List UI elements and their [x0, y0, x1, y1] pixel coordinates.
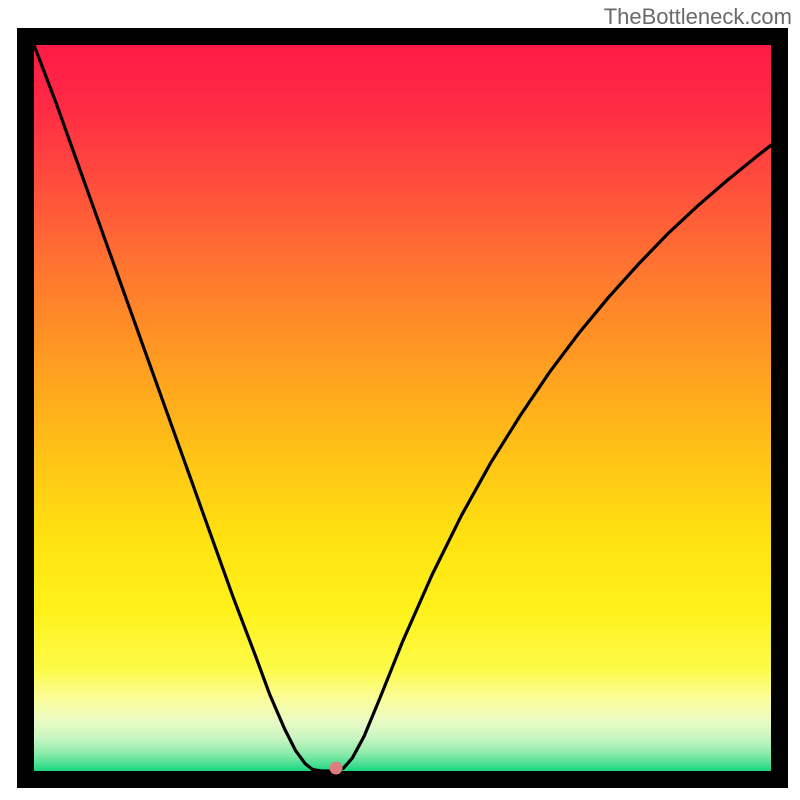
optimum-marker	[330, 762, 343, 775]
chart-container: TheBottleneck.com	[0, 0, 800, 800]
bottleneck-curve	[0, 0, 800, 800]
watermark-text: TheBottleneck.com	[604, 4, 792, 30]
